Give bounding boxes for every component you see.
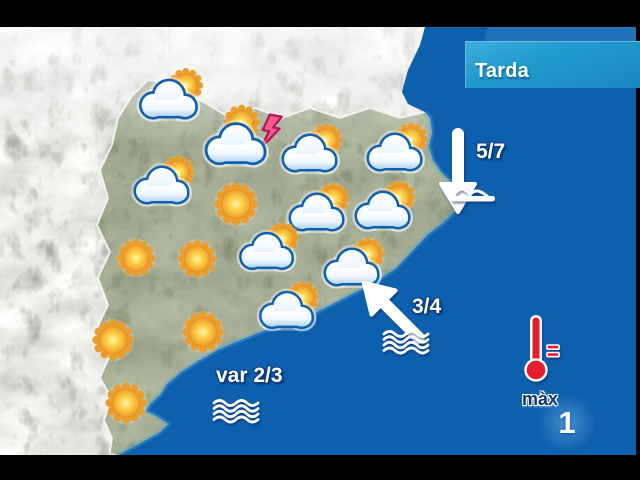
- sea-state-slight-icon: [449, 187, 497, 203]
- sun-icon: [115, 237, 157, 279]
- sun-icon: [104, 381, 148, 425]
- sun-cloud-icon: [242, 222, 300, 268]
- sea-state-rough-icon: [212, 399, 260, 424]
- wind-speed-label: 3/4: [412, 295, 442, 318]
- sun-icon: [91, 318, 135, 362]
- sun-cloud-icon: [142, 68, 204, 117]
- wind-indicator-south: var 2/3: [210, 362, 320, 426]
- sun-cloud-icon: [369, 122, 428, 169]
- sun-cloud-icon: [291, 182, 350, 229]
- period-label-box: Tarda: [465, 41, 640, 88]
- sun-cloud-icon: [262, 281, 320, 327]
- catalonia-border: [95, 79, 426, 453]
- sea: [118, 27, 640, 455]
- period-label: Tarda: [475, 60, 529, 82]
- sun-icon: [176, 238, 218, 280]
- sun-icon: [181, 310, 225, 354]
- wind-indicator-central: 3/4: [366, 285, 478, 363]
- storm-icon: [208, 104, 282, 162]
- sun-cloud-icon: [136, 155, 195, 202]
- frame-bottom-bar: [0, 455, 640, 480]
- frame-top-bar: [0, 0, 640, 27]
- sun-cloud-icon: [284, 123, 343, 170]
- wind-speed-label: var 2/3: [216, 364, 283, 387]
- sea-state-rough-icon: [382, 330, 430, 355]
- sun-cloud-icon: [326, 237, 385, 284]
- thermometer-icon: [508, 315, 572, 387]
- wind-indicator-northeast: 5/7: [436, 124, 548, 210]
- frame-right-edge: [636, 0, 640, 480]
- sun-cloud-icon: [357, 180, 416, 227]
- sun-icon: [213, 181, 259, 227]
- channel-logo: 1: [536, 394, 598, 452]
- wind-speed-label: 5/7: [476, 140, 506, 163]
- channel-number: 1: [558, 405, 576, 440]
